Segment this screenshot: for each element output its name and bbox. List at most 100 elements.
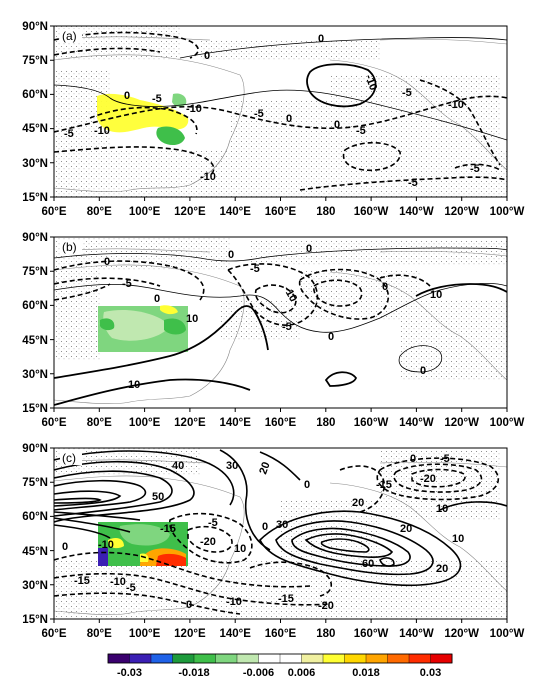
contour-label: -10 [448,99,464,111]
colorbar-cell [279,653,302,664]
contour-line [259,451,301,481]
colorbar-tick-label: 0.018 [352,667,380,679]
contour-dashed [89,106,198,135]
coastline [54,248,507,405]
lat-tick: 75°N [22,266,48,278]
lon-tick: 140°W [399,206,434,218]
contour-line [54,378,251,406]
panel-c: (c) 40 30 20 50 0 0 0 0 0 -5 -5 -5 -10 -… [22,443,524,640]
contour-line [379,557,395,567]
significance-stipple [54,448,507,619]
colorbar-cell [258,653,281,664]
contour-label: -10 [226,596,242,608]
lat-tick: 60°N [22,300,48,312]
contour-dashed [227,263,319,326]
contour-dashed [54,551,311,588]
significance-stipple [54,26,507,197]
colorbar-tick-label: -0.03 [117,667,142,679]
contour-label: 10 [452,533,464,545]
contour-label: 0 [318,33,324,45]
contour-label: 10 [436,503,448,515]
contour-dashed [339,465,385,513]
contour-label: -5 [402,87,412,99]
contour-label: -10 [110,576,126,588]
lon-tick: 140°W [399,417,434,429]
lon-tick: 80°E [87,206,112,218]
lon-tick: 160°W [354,628,389,640]
lat-tick: 90°N [22,232,48,244]
panel-a-lon-ticks: 60°E 80°E 100°E 120°E 140°E 160°E 180 16… [41,206,524,218]
contour-dashed [299,176,507,191]
contour-dashed [342,141,401,172]
contour-dashed [411,468,466,488]
contour-label: 0 [304,479,310,491]
panel-a-lat-ticks: 90°N 75°N 60°N 45°N 30°N 15°N [22,21,48,204]
contour-line [54,305,269,379]
lon-tick: 120°W [444,417,479,429]
contour-label: -20 [318,600,334,612]
contour-label: 30 [226,460,238,472]
contour-line [54,460,195,523]
colorbar-tick-label: -0.006 [243,667,274,679]
colorbar-border [107,653,453,664]
lat-tick: 30°N [22,580,48,592]
panel-c-lat-ticks: 90°N 75°N 60°N 45°N 30°N 15°N [22,443,48,626]
contour-line [54,497,102,504]
colorbar-cell [129,653,152,664]
contour-label: -10 [200,171,216,183]
panel-a-label: (a) [62,29,77,43]
shading-red [156,553,186,566]
lat-tick: 45°N [22,335,48,347]
panel-c-field [54,448,507,619]
contour-label: 0 [228,249,234,261]
contour-label: 30 [276,519,288,531]
lat-tick: 45°N [22,123,48,135]
contour-label: 0 [154,293,160,305]
lon-tick: 160°W [354,206,389,218]
contour-label: 10 [430,289,442,301]
contour-line [54,247,507,262]
lon-tick: 60°E [41,417,66,429]
contour-dashed [54,31,199,59]
lon-tick: 160°W [354,417,389,429]
shading-green-2 [156,126,185,146]
shading-green-pale [103,309,170,341]
lon-tick: 140°E [219,628,251,640]
contour-line [179,37,507,59]
lon-tick: 80°E [87,628,112,640]
shading-yellow [97,93,189,133]
contour-line [415,283,507,297]
lat-tick: 90°N [22,21,48,33]
contour-line [54,282,507,333]
contour-label: 20 [257,460,272,476]
contour-label: 0 [410,453,416,465]
shading-yellow [108,538,149,562]
lon-tick: 140°W [399,628,434,640]
contour-line [54,479,147,511]
lon-tick: 100°E [129,628,161,640]
lon-tick: 100°W [490,628,525,640]
contour-dashed [54,277,161,287]
colorbar-cell [236,653,259,664]
contour-label: -5 [208,517,218,529]
contour-dashed [313,279,363,307]
lon-tick: 160°E [265,628,297,640]
contour-label: -15 [74,575,90,587]
contour-label: -10 [362,73,379,92]
contour-label: -5 [152,93,162,105]
contour-label: -10 [94,125,110,137]
contour-label: -15 [160,523,176,535]
significance-stipple [54,237,507,380]
contour-dashed [54,572,331,606]
contour-line [54,511,141,521]
contour-label: 0 [62,541,68,553]
lon-tick: 140°E [219,206,251,218]
panel-a-contour-labels: 0 0 0 0 0 -5 -5 -5 -5 -5 -5 -5 -10 -10 -… [64,33,480,189]
contour-label: 0 [204,50,210,62]
contour-dashed [168,512,253,564]
contour-label: 10 [128,379,140,391]
contour-line [291,527,411,567]
coastline [54,36,507,193]
lat-tick: 75°N [22,55,48,67]
contour-label: -5 [64,128,74,140]
